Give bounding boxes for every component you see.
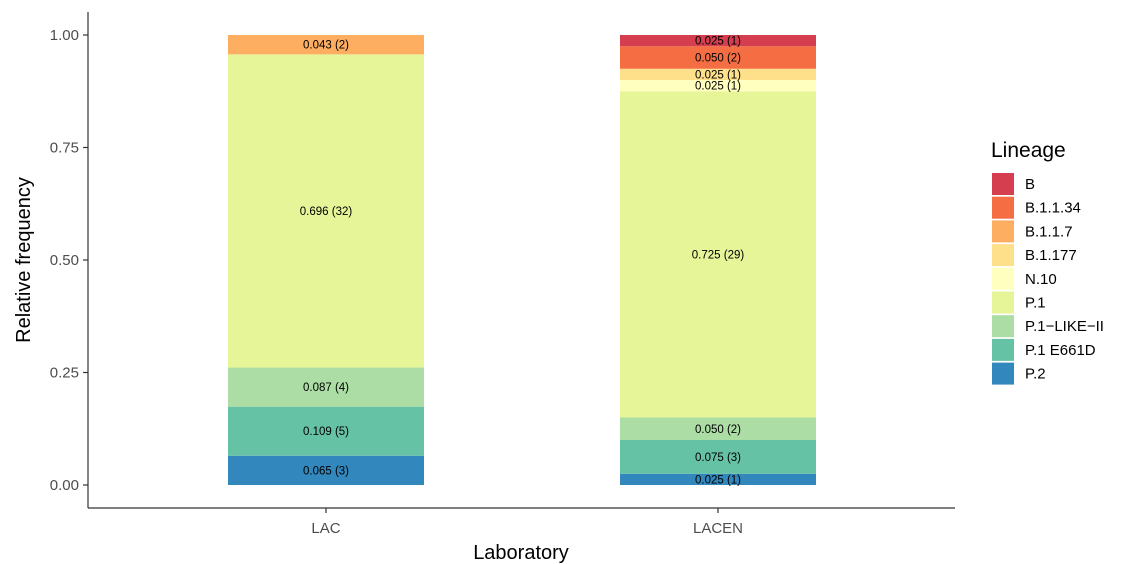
data-label-lac-p-1: 0.696 (32) xyxy=(300,206,353,218)
legend-label-b: B xyxy=(1025,176,1035,193)
legend-key-b-1-1-34 xyxy=(992,196,1014,219)
legend-label-b-1-177: B.1.177 xyxy=(1025,247,1077,264)
data-label-lac-p-1-e661d: 0.109 (5) xyxy=(303,426,349,438)
bar-segment-lacen-b-1-177 xyxy=(620,68,816,80)
legend-key-n-10 xyxy=(992,267,1014,290)
legend-label-n-10: N.10 xyxy=(1025,271,1057,288)
legend-label-p-1: P.1 xyxy=(1025,295,1046,312)
legend-label-p-1-like-ii: P.1−LIKE−II xyxy=(1025,318,1104,335)
segment-labels: 0.065 (3) 0.109 (5) 0.087 (4) 0.696 (32) 0.0… xyxy=(300,36,745,487)
legend-label-b-1-1-34: B.1.1.34 xyxy=(1025,200,1081,217)
y-tick-label: 0.50 xyxy=(50,252,79,269)
bar-segment-lacen-n-10 xyxy=(620,80,816,92)
data-label-lac-p-2: 0.065 (3) xyxy=(303,465,349,477)
data-label-lac-b-1-1-7: 0.043 (2) xyxy=(303,40,349,52)
bar-segment-lacen-p-2 xyxy=(620,473,816,485)
bars-layer xyxy=(228,35,816,485)
legend-key-p-1 xyxy=(992,291,1014,314)
data-label-lacen-n-10: 0.025 (1) xyxy=(695,81,741,93)
data-label-lacen-p-2: 0.025 (1) xyxy=(695,474,741,486)
data-label-lacen-b: 0.025 (1) xyxy=(695,36,741,48)
legend-key-b-1-177 xyxy=(992,244,1014,267)
data-label-lac-p-1-like-ii: 0.087 (4) xyxy=(303,382,349,394)
bar-segment-lacen-p-1-e661d xyxy=(620,440,816,474)
y-axis-title: Relative frequency xyxy=(13,177,35,343)
data-label-lacen-b-1-1-34: 0.050 (2) xyxy=(695,53,741,65)
bar-segment-lac-p-1-like-ii xyxy=(228,367,424,407)
x-ticks: LAC LACEN xyxy=(311,508,743,537)
y-tick-label: 0.25 xyxy=(50,365,79,382)
data-label-lacen-p-1-like-ii: 0.050 (2) xyxy=(695,424,741,436)
y-tick-label: 0.00 xyxy=(50,477,79,494)
legend-label-b-1-1-7: B.1.1.7 xyxy=(1025,223,1073,240)
data-label-lacen-p-1-e661d: 0.075 (3) xyxy=(695,452,741,464)
legend-items: B B.1.1.34 B.1.1.7 B.1.177 N.10 P.1 P.1−LIKE−I… xyxy=(992,173,1104,385)
legend-key-p-2 xyxy=(992,362,1014,385)
x-tick-label-lacen: LACEN xyxy=(693,520,743,537)
bar-segment-lacen-p-1-like-ii xyxy=(620,417,816,440)
bar-segment-lac-p-2 xyxy=(228,455,424,485)
x-tick-label-lac: LAC xyxy=(311,520,340,537)
data-label-lacen-b-1-177: 0.025 (1) xyxy=(695,69,741,81)
y-tick-label: 0.75 xyxy=(50,140,79,157)
legend-label-p-2: P.2 xyxy=(1025,366,1046,383)
x-axis-title: Laboratory xyxy=(473,542,569,564)
bar-segment-lacen-b xyxy=(620,35,816,47)
legend-key-b xyxy=(992,173,1014,195)
legend-key-p-1-e661d xyxy=(992,338,1014,361)
legend: Lineage B B.1.1.34 B.1.1.7 B.1.177 N.10 P.1 P.… xyxy=(991,139,1104,385)
legend-label-p-1-e661d: P.1 E661D xyxy=(1025,342,1096,359)
y-tick-label: 1.00 xyxy=(50,27,79,44)
legend-key-p-1-like-ii xyxy=(992,315,1014,338)
legend-title: Lineage xyxy=(991,139,1066,162)
y-ticks: 0.00 0.25 0.50 0.75 1.00 xyxy=(50,27,88,494)
bar-segment-lac-b-1-1-7 xyxy=(228,35,424,55)
bar-segment-lacen-b-1-1-34 xyxy=(620,46,816,69)
data-label-lacen-p-1: 0.725 (29) xyxy=(692,249,745,261)
bar-segment-lac-p-1-e661d xyxy=(228,406,424,456)
bar-segment-lac-p-1 xyxy=(228,54,424,368)
bar-segment-lacen-p-1 xyxy=(620,91,816,418)
legend-key-b-1-1-7 xyxy=(992,220,1014,243)
